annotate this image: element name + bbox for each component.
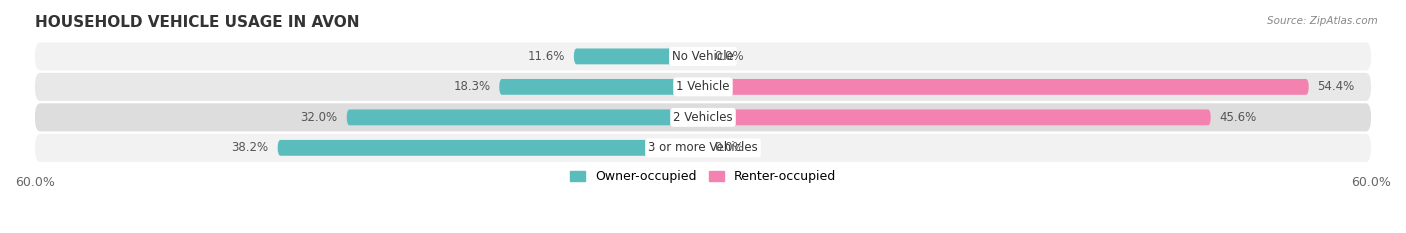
Text: HOUSEHOLD VEHICLE USAGE IN AVON: HOUSEHOLD VEHICLE USAGE IN AVON — [35, 15, 360, 30]
Legend: Owner-occupied, Renter-occupied: Owner-occupied, Renter-occupied — [565, 165, 841, 188]
Text: 18.3%: 18.3% — [453, 80, 491, 93]
Text: 1 Vehicle: 1 Vehicle — [676, 80, 730, 93]
FancyBboxPatch shape — [703, 110, 1211, 125]
Text: 54.4%: 54.4% — [1317, 80, 1355, 93]
FancyBboxPatch shape — [277, 140, 703, 156]
FancyBboxPatch shape — [35, 73, 1371, 101]
FancyBboxPatch shape — [499, 79, 703, 95]
Text: Source: ZipAtlas.com: Source: ZipAtlas.com — [1267, 16, 1378, 26]
Text: No Vehicle: No Vehicle — [672, 50, 734, 63]
FancyBboxPatch shape — [574, 48, 703, 64]
Text: 3 or more Vehicles: 3 or more Vehicles — [648, 141, 758, 154]
FancyBboxPatch shape — [703, 79, 1309, 95]
Text: 38.2%: 38.2% — [232, 141, 269, 154]
FancyBboxPatch shape — [35, 42, 1371, 70]
FancyBboxPatch shape — [35, 134, 1371, 162]
FancyBboxPatch shape — [35, 103, 1371, 131]
Text: 32.0%: 32.0% — [301, 111, 337, 124]
FancyBboxPatch shape — [347, 110, 703, 125]
Text: 0.0%: 0.0% — [714, 141, 744, 154]
Text: 45.6%: 45.6% — [1219, 111, 1257, 124]
Text: 11.6%: 11.6% — [527, 50, 565, 63]
Text: 2 Vehicles: 2 Vehicles — [673, 111, 733, 124]
Text: 0.0%: 0.0% — [714, 50, 744, 63]
